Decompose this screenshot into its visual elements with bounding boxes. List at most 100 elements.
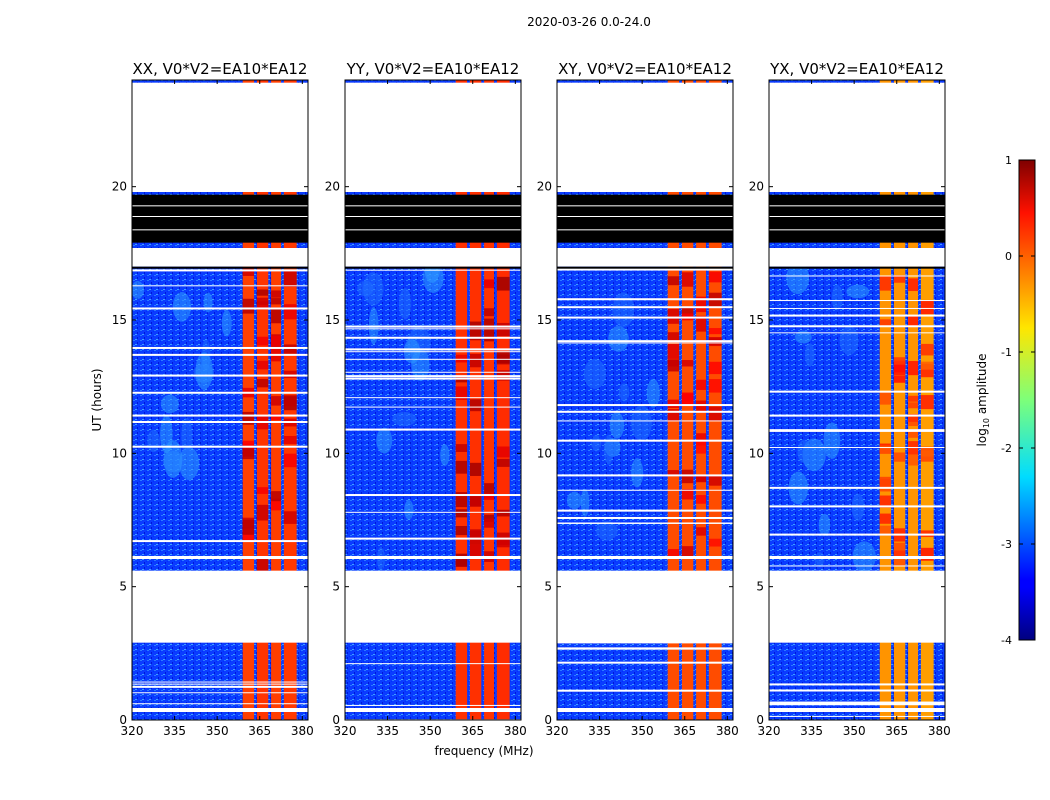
feature-blob	[612, 292, 635, 328]
band-hotspot	[681, 489, 694, 500]
feature-blob	[608, 325, 629, 352]
data-gap-line	[345, 663, 521, 665]
no-data-region	[345, 82, 521, 192]
band-hotspot	[271, 335, 282, 346]
band-hotspot	[667, 409, 680, 422]
feature-blob	[583, 359, 606, 390]
data-gap-line	[345, 328, 521, 330]
x-tick-label: 320	[121, 724, 144, 738]
data-gap-line	[132, 307, 308, 310]
y-tick-label: 0	[756, 713, 764, 727]
panel-xx: XX, V0*V2=EA10*EA12 320 335 350 365 380 0 5 10 15…	[112, 60, 314, 738]
feature-blob	[794, 330, 812, 344]
data-gap-line	[557, 689, 733, 692]
data-gap-line	[345, 708, 521, 712]
band-hotspot	[708, 328, 722, 335]
feature-blob	[172, 291, 191, 322]
feature-blob	[618, 383, 630, 402]
panel-title: YY, V0*V2=EA10*EA12	[346, 60, 520, 78]
data-gap-line	[769, 708, 945, 712]
data-gap-line	[557, 306, 733, 309]
data-gap-line	[132, 414, 308, 417]
y-axis-label: UT (hours)	[90, 368, 104, 431]
x-tick-label: 320	[758, 724, 781, 738]
flag-line	[132, 229, 308, 231]
flagged-region	[345, 194, 521, 243]
data-gap-line	[132, 285, 308, 287]
y-tick-label: 15	[112, 313, 127, 327]
band-hotspot	[283, 304, 297, 320]
band-hotspot	[455, 460, 468, 474]
panel-frame	[344, 79, 522, 721]
band-hotspot	[496, 509, 510, 517]
y-tick-label: 15	[325, 313, 340, 327]
band-hotspot	[879, 319, 892, 326]
band-hotspot	[893, 375, 906, 383]
band-hotspot	[879, 495, 892, 508]
band-hotspot	[496, 458, 510, 467]
feature-blob	[580, 488, 590, 517]
data-gap-line	[769, 447, 945, 449]
panel-image	[769, 80, 945, 720]
data-gap-line	[769, 300, 945, 302]
data-gap-line	[345, 269, 521, 271]
colorbar-tick-label: -3	[1001, 538, 1012, 551]
band-hotspot	[242, 445, 255, 460]
feature-blob	[440, 444, 450, 466]
band-hotspot	[920, 450, 934, 457]
data-gap-line	[557, 556, 733, 559]
band-hotspot	[681, 546, 694, 558]
data-gap-line	[557, 708, 733, 712]
data-gap-line	[769, 565, 945, 567]
colorbar-tick-label: 0	[1005, 250, 1012, 263]
panel-yx: YX, V0*V2=EA10*EA12 320 335 350 365 380 0 5 10 15…	[749, 60, 951, 738]
feature-blob	[631, 458, 644, 488]
band-hotspot	[469, 399, 482, 412]
no-data-region	[557, 82, 733, 192]
band-hotspot	[879, 525, 892, 536]
y-tick-label: 5	[332, 580, 340, 594]
band-hotspot	[908, 361, 919, 376]
data-gap-line	[769, 314, 945, 317]
band-hotspot	[696, 527, 707, 536]
data-gap-line	[769, 429, 945, 432]
data-gap-line	[769, 430, 945, 432]
band-hotspot	[256, 379, 269, 388]
band-hotspot	[242, 440, 255, 449]
data-gap-line	[345, 406, 521, 408]
band-hotspot	[496, 540, 510, 548]
colorbar-tick-label: -1	[1001, 346, 1012, 359]
feature-blob	[831, 284, 843, 311]
flag-line	[557, 216, 733, 217]
data-gap-line	[557, 439, 733, 442]
feature-blob	[797, 440, 811, 464]
colorbar-gradient	[1018, 159, 1036, 641]
feature-blob	[179, 446, 200, 480]
data-gap-line	[557, 489, 733, 491]
band-hotspot	[920, 299, 934, 315]
colorbar-tick-label: -2	[1001, 442, 1012, 455]
band-hotspot	[455, 354, 468, 363]
flag-line	[345, 216, 521, 217]
y-tick-label: 10	[537, 446, 552, 460]
band-hotspot	[469, 353, 482, 368]
panel-xy: XY, V0*V2=EA10*EA12 320 335 350 365 380 0 5 10 15…	[537, 60, 739, 738]
band-hotspot	[484, 328, 495, 342]
band-hotspot	[242, 519, 255, 535]
band-hotspot	[283, 344, 297, 354]
feature-blob	[163, 440, 183, 478]
data-gap-line	[769, 307, 945, 309]
x-tick-label: 320	[546, 724, 569, 738]
feature-blob	[609, 411, 625, 439]
colorbar-label-sub: 10	[982, 418, 991, 428]
band-hotspot	[667, 399, 680, 409]
band-hotspot	[455, 444, 468, 452]
feature-blob	[203, 292, 213, 313]
panel-image	[132, 80, 308, 720]
band-hotspot	[667, 332, 680, 341]
flag-line	[769, 205, 945, 207]
band-hotspot	[893, 452, 906, 462]
feature-blob	[839, 325, 859, 356]
panel-title: XY, V0*V2=EA10*EA12	[558, 60, 732, 78]
